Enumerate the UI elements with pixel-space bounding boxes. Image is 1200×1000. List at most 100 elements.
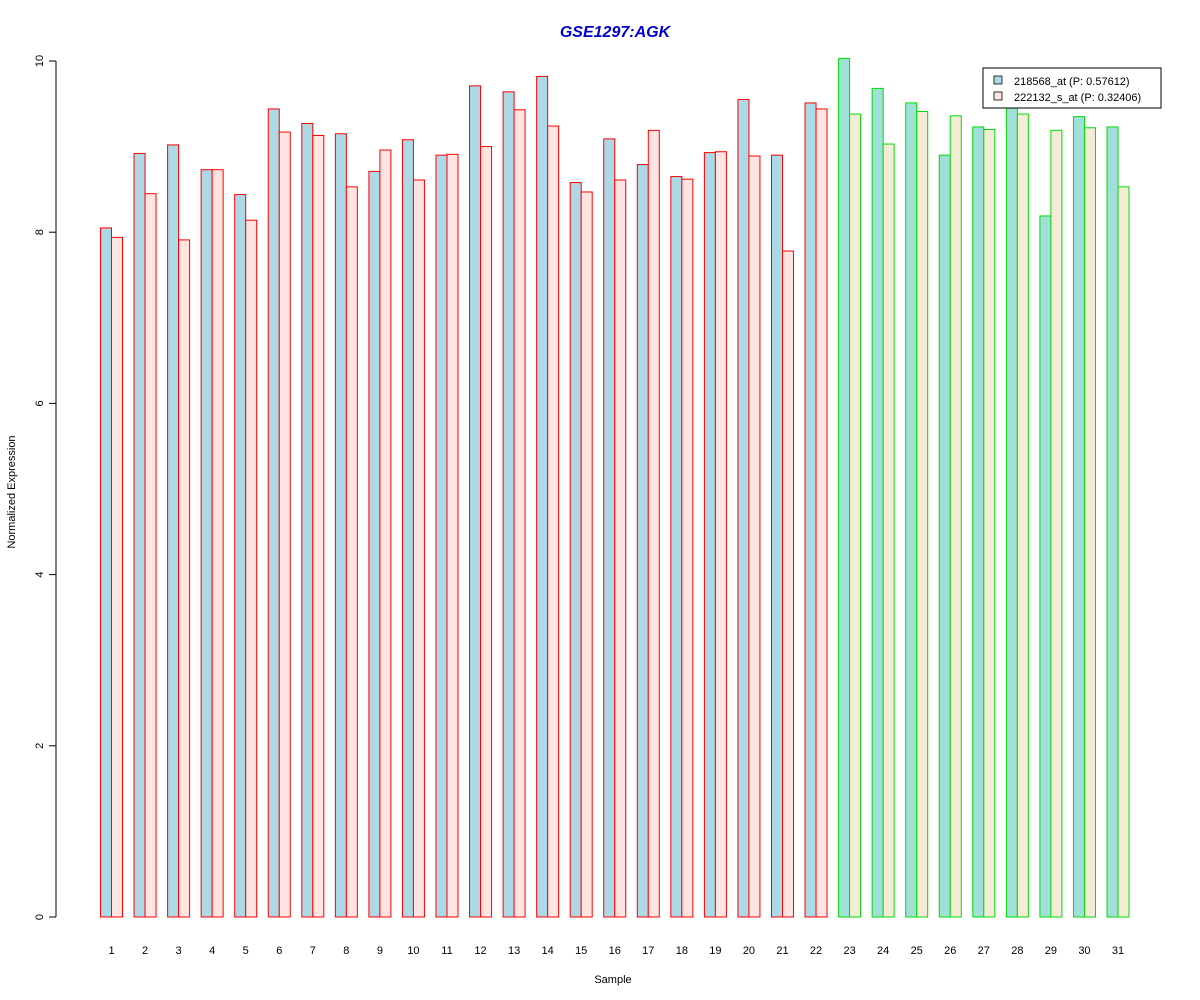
bar-series-1-sample-2 <box>133 152 146 918</box>
x-tick-label: 12 <box>474 945 486 957</box>
bar-series-2-sample-21 <box>782 250 794 918</box>
legend: 218568_at (P: 0.57612) 222132_s_at (P: 0… <box>982 67 1162 109</box>
bar-series-2-sample-2 <box>144 193 157 918</box>
bar-series-1-sample-25 <box>905 102 918 918</box>
x-tick-label: 9 <box>377 945 383 957</box>
bar-series-2-sample-20 <box>748 155 761 918</box>
x-tick-label: 27 <box>978 945 990 957</box>
x-tick-label: 3 <box>176 945 182 957</box>
bar-series-2-sample-8 <box>345 186 358 918</box>
bar-series-1-sample-21 <box>771 154 783 918</box>
x-tick-label: 14 <box>542 945 554 957</box>
bar-series-2-sample-5 <box>245 219 258 918</box>
bar-series-2-sample-14 <box>547 125 560 918</box>
x-axis-labels: 1 2 3 4 5 6 7 8 9 10 11 12 13 14 15 16 17 18 19 20 21 22 23 24 2… <box>108 945 1124 957</box>
bar-series-1-sample-15 <box>569 182 582 918</box>
legend-box <box>982 67 1162 109</box>
bar-series-1-sample-23 <box>838 57 851 918</box>
bar-series-1-sample-24 <box>871 87 884 918</box>
bar-series-2-sample-7 <box>312 134 325 918</box>
y-axis: 0 2 4 6 8 10 <box>34 55 57 920</box>
y-tick-label: 2 <box>34 743 46 749</box>
x-tick-label: 17 <box>642 945 654 957</box>
bar-series-2-sample-4 <box>211 169 224 918</box>
bar-series-2-sample-28 <box>1016 113 1029 918</box>
bar-series-2-sample-6 <box>278 131 291 918</box>
bar-series-1-sample-19 <box>703 152 716 918</box>
x-axis-title: Sample <box>594 974 631 986</box>
x-tick-label: 25 <box>911 945 923 957</box>
x-tick-label: 19 <box>709 945 721 957</box>
x-tick-label: 6 <box>276 945 282 957</box>
bar-series-2-sample-3 <box>178 239 191 918</box>
bar-series-1-sample-20 <box>737 99 750 918</box>
x-tick-label: 23 <box>843 945 855 957</box>
bar-series-2-sample-30 <box>1083 127 1096 918</box>
bar-series-1-sample-14 <box>536 75 549 918</box>
bar-series-1-sample-30 <box>1072 116 1085 918</box>
y-tick-label: 10 <box>34 55 46 67</box>
bar-series-1-sample-17 <box>636 164 649 918</box>
x-tick-label: 16 <box>609 945 621 957</box>
bar-series-1-sample-4 <box>200 169 213 918</box>
x-tick-label: 7 <box>310 945 316 957</box>
bar-series-2-sample-23 <box>849 113 862 918</box>
x-tick-label: 29 <box>1045 945 1057 957</box>
bar-series-1-sample-9 <box>368 170 381 918</box>
x-tick-label: 28 <box>1011 945 1023 957</box>
bar-series-2-sample-17 <box>647 129 660 918</box>
x-tick-label: 22 <box>810 945 822 957</box>
bar-series-2-sample-9 <box>379 149 392 918</box>
bar-series-2-sample-22 <box>815 108 828 918</box>
bar-series-1-sample-7 <box>301 122 314 918</box>
bar-series-2-sample-16 <box>614 179 627 918</box>
y-tick-label: 8 <box>34 229 46 235</box>
legend-label: 218568_at (P: 0.57612) <box>1014 76 1130 88</box>
x-tick-label: 4 <box>209 945 215 957</box>
bar-series-2-sample-13 <box>513 109 526 918</box>
x-tick-label: 26 <box>944 945 956 957</box>
bar-series-1-sample-13 <box>502 91 515 918</box>
bar-series-2-sample-31 <box>1117 186 1130 918</box>
y-tick-label: 0 <box>34 914 46 920</box>
bar-series-2-sample-1 <box>111 236 123 918</box>
y-tick-label: 4 <box>34 572 46 578</box>
legend-swatch <box>993 75 1003 85</box>
bar-series-2-sample-11 <box>446 153 459 918</box>
bar-series-2-sample-24 <box>882 143 895 918</box>
bar-series-1-sample-22 <box>804 102 817 918</box>
x-tick-label: 21 <box>776 945 788 957</box>
bar-series-1-sample-10 <box>401 139 414 918</box>
x-tick-label: 13 <box>508 945 520 957</box>
bar-series-1-sample-27 <box>972 126 985 918</box>
legend-label: 222132_s_at (P: 0.32406) <box>1014 92 1141 104</box>
x-tick-label: 11 <box>441 945 452 957</box>
bar-series-2-sample-10 <box>412 179 425 918</box>
bar-series-2-sample-18 <box>681 178 694 918</box>
x-tick-label: 5 <box>243 945 249 957</box>
x-tick-label: 30 <box>1078 945 1090 957</box>
chart-title: GSE1297:AGK <box>560 24 672 41</box>
x-tick-label: 10 <box>407 945 419 957</box>
bar-series-2-sample-27 <box>983 128 996 918</box>
bar-series-1-sample-1 <box>100 227 112 918</box>
bar-series-1-sample-5 <box>234 194 247 918</box>
bar-series-1-sample-12 <box>469 85 482 918</box>
bar-series-1-sample-3 <box>167 144 180 918</box>
bar-series-2-sample-19 <box>714 151 727 918</box>
x-tick-label: 8 <box>343 945 349 957</box>
bar-series-2-sample-26 <box>949 115 962 918</box>
y-tick-label: 6 <box>34 400 46 406</box>
bar-series-2-sample-29 <box>1050 129 1063 918</box>
x-tick-label: 24 <box>877 945 889 957</box>
bar-series-1-sample-28 <box>1005 107 1018 918</box>
bar-series-1-sample-6 <box>267 108 280 918</box>
x-tick-label: 1 <box>108 945 114 957</box>
bar-series-2-sample-15 <box>580 191 593 918</box>
bar-series-2-sample-25 <box>916 111 929 918</box>
bar-series-1-sample-16 <box>603 138 616 918</box>
x-tick-label: 20 <box>743 945 755 957</box>
bar-series-1-sample-11 <box>435 154 448 918</box>
bars <box>100 57 1130 918</box>
